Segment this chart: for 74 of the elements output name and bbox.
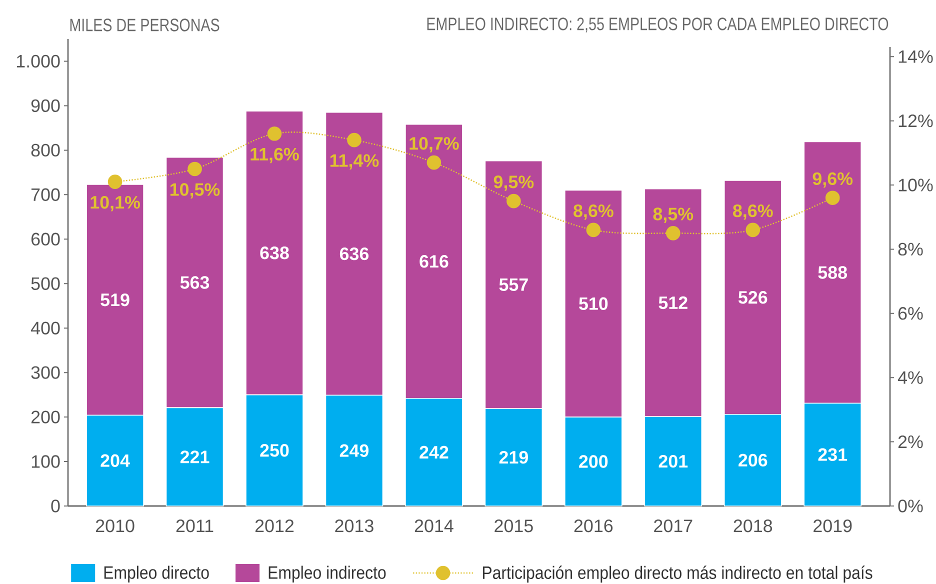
data-label: 519 bbox=[100, 293, 130, 306]
x-tick-label: 2015 bbox=[494, 520, 533, 532]
point bbox=[506, 194, 521, 208]
x-tick-label: 2013 bbox=[335, 520, 374, 532]
data-label: 10,5% bbox=[170, 183, 220, 198]
y2-tick-label: 2% bbox=[898, 435, 923, 448]
y-tick-label: 0 bbox=[51, 500, 60, 512]
data-label: 10,7% bbox=[410, 137, 459, 152]
y-tick-label: 1.000 bbox=[16, 54, 60, 68]
y-tick-label: 800 bbox=[31, 144, 60, 157]
data-label: 526 bbox=[738, 291, 768, 304]
y2-tick-label: 10% bbox=[898, 178, 933, 192]
x-tick-label: 2016 bbox=[574, 520, 613, 532]
y2-tick-label: 0% bbox=[898, 500, 923, 512]
y2-tick-label: 8% bbox=[898, 242, 923, 256]
data-label: 9,6% bbox=[812, 172, 853, 188]
point bbox=[347, 132, 362, 148]
legend-label: Empleo indirecto bbox=[268, 566, 386, 582]
x-tick-label: 2012 bbox=[255, 520, 294, 532]
data-label: 250 bbox=[260, 444, 289, 457]
data-label: 636 bbox=[340, 247, 369, 260]
data-label: 588 bbox=[818, 266, 848, 279]
data-label: 10,1% bbox=[90, 196, 140, 212]
data-label: 557 bbox=[499, 278, 528, 291]
point bbox=[666, 226, 680, 240]
data-label: 231 bbox=[818, 448, 848, 461]
legend-label: Participación empleo directo más indirecto en total país bbox=[483, 566, 872, 583]
y-tick-label: 500 bbox=[31, 277, 60, 290]
point bbox=[426, 155, 442, 170]
y-tick-label: 100 bbox=[32, 455, 60, 468]
y-tick-label: 900 bbox=[31, 99, 60, 112]
data-label: 249 bbox=[340, 444, 369, 457]
point bbox=[746, 222, 760, 238]
point bbox=[825, 190, 840, 206]
point bbox=[188, 162, 202, 176]
y-tick-label: 200 bbox=[31, 410, 60, 424]
y2-tick-label: 12% bbox=[898, 114, 933, 128]
y-tick-label: 600 bbox=[31, 232, 60, 246]
y2-tick-label: 4% bbox=[898, 371, 923, 384]
data-label: 510 bbox=[579, 297, 608, 310]
x-tick-label: 2011 bbox=[176, 520, 214, 532]
data-label: 242 bbox=[420, 446, 448, 458]
y-tick-label: 700 bbox=[31, 188, 60, 202]
y2-tick-label: 14% bbox=[898, 50, 933, 63]
legend-label: Empleo directo bbox=[104, 566, 209, 582]
data-label: 8,6% bbox=[574, 204, 614, 220]
data-label: 8,6% bbox=[733, 204, 773, 220]
data-label: 512 bbox=[658, 296, 688, 310]
data-label: 201 bbox=[658, 454, 688, 468]
data-label: 206 bbox=[738, 454, 768, 467]
point bbox=[267, 126, 282, 141]
data-label: 11,4% bbox=[330, 154, 379, 170]
data-label: 616 bbox=[420, 255, 448, 268]
data-label: 563 bbox=[180, 276, 210, 289]
y2-tick-label: 6% bbox=[898, 307, 923, 320]
data-label: 9,5% bbox=[494, 176, 534, 191]
y-axis-title: MILES DE PERSONAS bbox=[70, 18, 220, 32]
point bbox=[108, 174, 122, 189]
point bbox=[586, 222, 601, 238]
x-tick-label: 2017 bbox=[654, 520, 692, 532]
data-label: 638 bbox=[260, 246, 289, 260]
data-label: 221 bbox=[180, 450, 210, 464]
data-label: 8,5% bbox=[653, 208, 694, 223]
data-label: 200 bbox=[579, 455, 608, 468]
x-tick-label: 2014 bbox=[414, 520, 454, 532]
x-tick-label: 2010 bbox=[96, 520, 134, 532]
x-tick-label: 2018 bbox=[734, 520, 772, 532]
y-tick-label: 400 bbox=[30, 322, 60, 334]
data-label: 204 bbox=[100, 454, 130, 467]
chart-title: EMPLEO INDIRECTO: 2,55 EMPLEOS POR CADA EMPLEO DIRECTO bbox=[427, 18, 888, 32]
y-tick-label: 300 bbox=[31, 366, 60, 379]
data-label: 219 bbox=[499, 450, 528, 464]
data-label: 11,6% bbox=[250, 148, 299, 164]
x-tick-label: 2019 bbox=[814, 520, 852, 532]
